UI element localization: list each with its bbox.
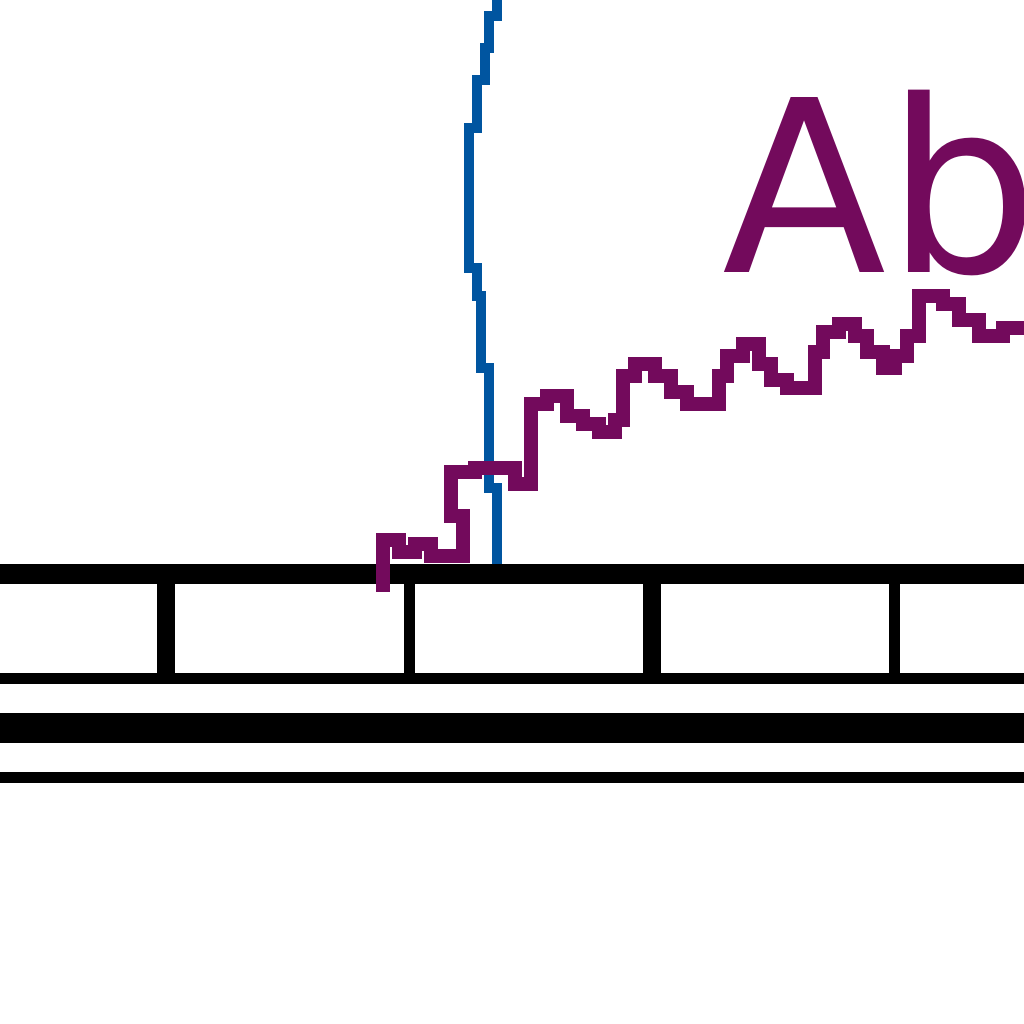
signature-underline (376, 289, 1024, 592)
track-divider-3 (643, 584, 661, 673)
track-divider-4 (889, 584, 900, 673)
thick-rule (0, 713, 1024, 743)
track-divider-1 (157, 584, 175, 673)
blue-pen-line (464, 0, 502, 564)
thin-rule (0, 772, 1024, 783)
ruled-track (0, 564, 1024, 783)
track-top-border (0, 564, 1024, 584)
track-divider-2 (404, 584, 415, 673)
signature-letters: Ab (722, 49, 1024, 329)
signature-text: Ab (722, 49, 1024, 329)
track-bottom-border (0, 673, 1024, 684)
